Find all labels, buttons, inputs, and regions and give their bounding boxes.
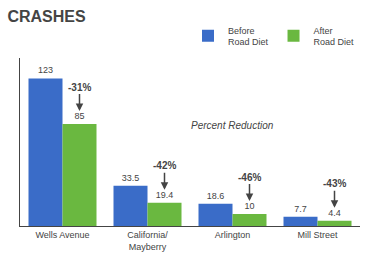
svg-text:18.6: 18.6	[207, 191, 225, 201]
svg-text:AfterRoad Diet: AfterRoad Diet	[314, 26, 355, 48]
svg-text:4.4: 4.4	[328, 208, 341, 218]
svg-text:CRASHES: CRASHES	[7, 8, 86, 25]
svg-text:7.7: 7.7	[294, 204, 307, 214]
svg-text:10: 10	[244, 201, 254, 211]
svg-text:19.4: 19.4	[156, 190, 174, 200]
svg-text:85: 85	[74, 111, 84, 121]
svg-text:Arlington: Arlington	[215, 230, 251, 240]
svg-text:Percent Reduction: Percent Reduction	[191, 120, 274, 131]
svg-text:-43%: -43%	[323, 178, 346, 189]
svg-text:California/Mayberry: California/Mayberry	[127, 230, 168, 252]
svg-text:123: 123	[38, 65, 53, 75]
svg-text:Wells Avenue: Wells Avenue	[35, 230, 89, 240]
svg-text:Mill Street: Mill Street	[297, 230, 338, 240]
svg-text:-46%: -46%	[238, 172, 261, 183]
svg-text:BeforeRoad Diet: BeforeRoad Diet	[228, 26, 269, 48]
svg-text:-31%: -31%	[68, 82, 91, 93]
svg-text:33.5: 33.5	[122, 173, 140, 183]
svg-text:-42%: -42%	[153, 160, 176, 171]
